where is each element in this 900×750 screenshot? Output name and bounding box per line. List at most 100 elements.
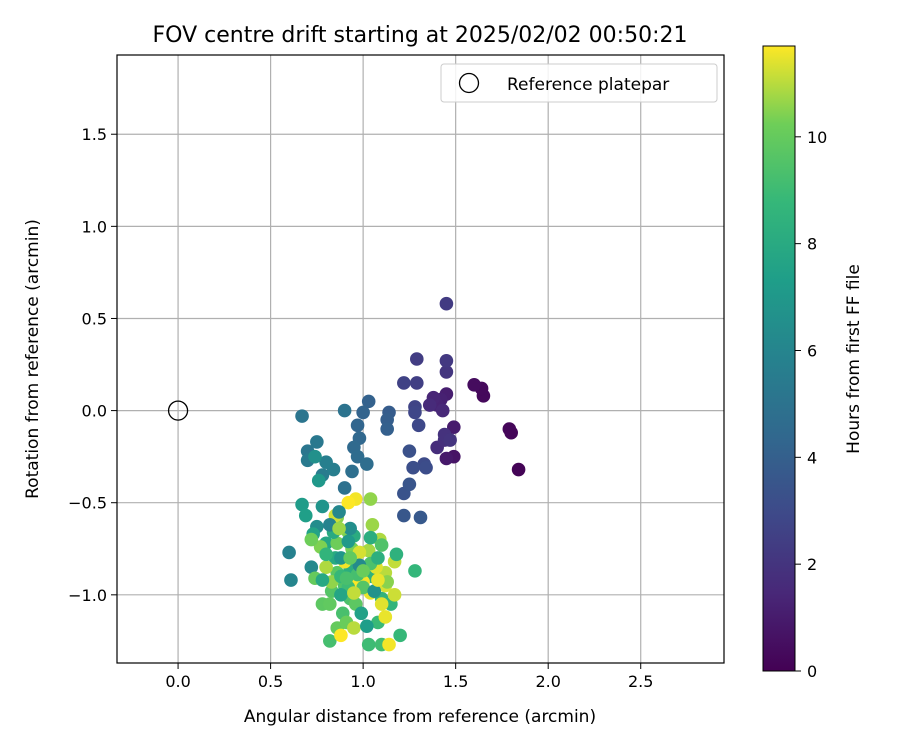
- data-point: [334, 588, 348, 602]
- data-point: [387, 588, 402, 602]
- data-point: [343, 551, 357, 565]
- x-tick-label: 0.5: [258, 672, 283, 691]
- data-point: [371, 551, 385, 565]
- data-point: [347, 586, 361, 600]
- data-point: [337, 403, 352, 418]
- data-point: [439, 354, 454, 368]
- reference-marker-layer: [167, 400, 189, 421]
- data-point: [350, 418, 365, 433]
- y-tick-label: 1.5: [82, 125, 107, 144]
- data-point: [334, 628, 348, 643]
- data-point: [439, 451, 454, 466]
- data-point: [332, 521, 346, 536]
- data-point: [363, 530, 378, 545]
- data-point: [310, 435, 324, 449]
- y-tick-label: 1.0: [82, 217, 107, 236]
- data-point: [435, 403, 450, 418]
- data-point: [343, 521, 357, 536]
- x-tick-label: 1.0: [350, 672, 375, 691]
- data-point: [341, 534, 356, 549]
- x-axis-label: Angular distance from reference (arcmin): [244, 707, 596, 727]
- data-point: [330, 536, 345, 551]
- data-point: [323, 597, 337, 611]
- data-point: [419, 460, 433, 475]
- data-point: [315, 573, 330, 587]
- data-point: [360, 619, 374, 633]
- legend-reference-marker-icon: [458, 72, 480, 94]
- colorbar-tick-label: 6: [807, 341, 817, 360]
- legend-box: [440, 63, 718, 103]
- data-point: [284, 573, 298, 587]
- data-point: [298, 508, 313, 523]
- data-point: [354, 606, 369, 621]
- data-point: [402, 444, 417, 458]
- data-point: [361, 637, 376, 652]
- y-tick-label: 0.0: [82, 402, 107, 421]
- data-point: [304, 532, 319, 547]
- data-point: [356, 405, 370, 420]
- data-point: [323, 634, 337, 648]
- data-point: [397, 376, 411, 390]
- data-point: [347, 621, 361, 635]
- data-point: [467, 377, 481, 392]
- colorbar-tick-label: 4: [807, 448, 817, 467]
- data-point: [319, 455, 333, 469]
- data-point: [315, 499, 330, 514]
- chart-title: FOV centre drift starting at 2025/02/02 …: [153, 23, 688, 48]
- data-point: [371, 573, 385, 587]
- colorbar-gradient: [762, 45, 796, 672]
- x-tick-label: 1.5: [443, 672, 468, 691]
- data-point: [361, 394, 376, 409]
- data-point: [439, 365, 454, 379]
- data-point: [378, 610, 393, 624]
- data-point: [380, 422, 394, 436]
- x-tick-label: 2.5: [628, 672, 653, 691]
- data-point: [304, 560, 319, 574]
- data-point: [311, 473, 326, 488]
- data-point: [511, 462, 526, 477]
- points-layer: [282, 296, 526, 652]
- y-tick-label: 0.5: [82, 309, 107, 328]
- colorbar-ticks: 0 2 4 6 8 10: [795, 128, 827, 681]
- data-point: [406, 460, 420, 475]
- data-point: [408, 405, 422, 420]
- data-point: [356, 564, 370, 578]
- data-point: [439, 296, 454, 311]
- data-point: [339, 571, 354, 586]
- colorbar-tick-label: 0: [807, 662, 817, 681]
- data-point: [382, 637, 396, 652]
- colorbar-tick-label: 10: [807, 128, 827, 147]
- data-point: [365, 518, 380, 532]
- data-point: [337, 481, 352, 495]
- data-point: [282, 545, 296, 560]
- legend-entry-reference: Reference platepar: [507, 75, 669, 95]
- colorbar-label: Hours from first FF file: [844, 264, 864, 454]
- data-point: [295, 497, 309, 512]
- data-point: [443, 433, 457, 447]
- y-tick-label: −1.0: [68, 586, 107, 605]
- data-point: [402, 477, 417, 492]
- data-point: [319, 560, 333, 574]
- data-point: [397, 508, 411, 523]
- x-tick-label: 2.0: [535, 672, 560, 691]
- data-point: [422, 398, 437, 412]
- x-tick-label: 0.0: [165, 672, 190, 691]
- data-point: [504, 425, 518, 440]
- data-point: [332, 505, 346, 519]
- data-point: [413, 510, 428, 525]
- data-point: [374, 538, 389, 552]
- colorbar: 0 2 4 6 8 10 Hours from first FF file: [762, 45, 864, 681]
- plot-frame: [116, 54, 725, 664]
- x-axis: 0.0 0.5 1.0 1.5 2.0 2.5: [165, 663, 653, 691]
- data-point: [389, 547, 404, 562]
- data-point: [393, 628, 407, 643]
- data-point: [350, 449, 365, 464]
- data-point: [363, 492, 378, 506]
- data-point: [341, 495, 356, 510]
- colorbar-tick-label: 8: [807, 235, 817, 254]
- data-point: [345, 464, 359, 479]
- data-point: [408, 564, 422, 578]
- data-point: [319, 547, 333, 562]
- data-point: [409, 376, 424, 390]
